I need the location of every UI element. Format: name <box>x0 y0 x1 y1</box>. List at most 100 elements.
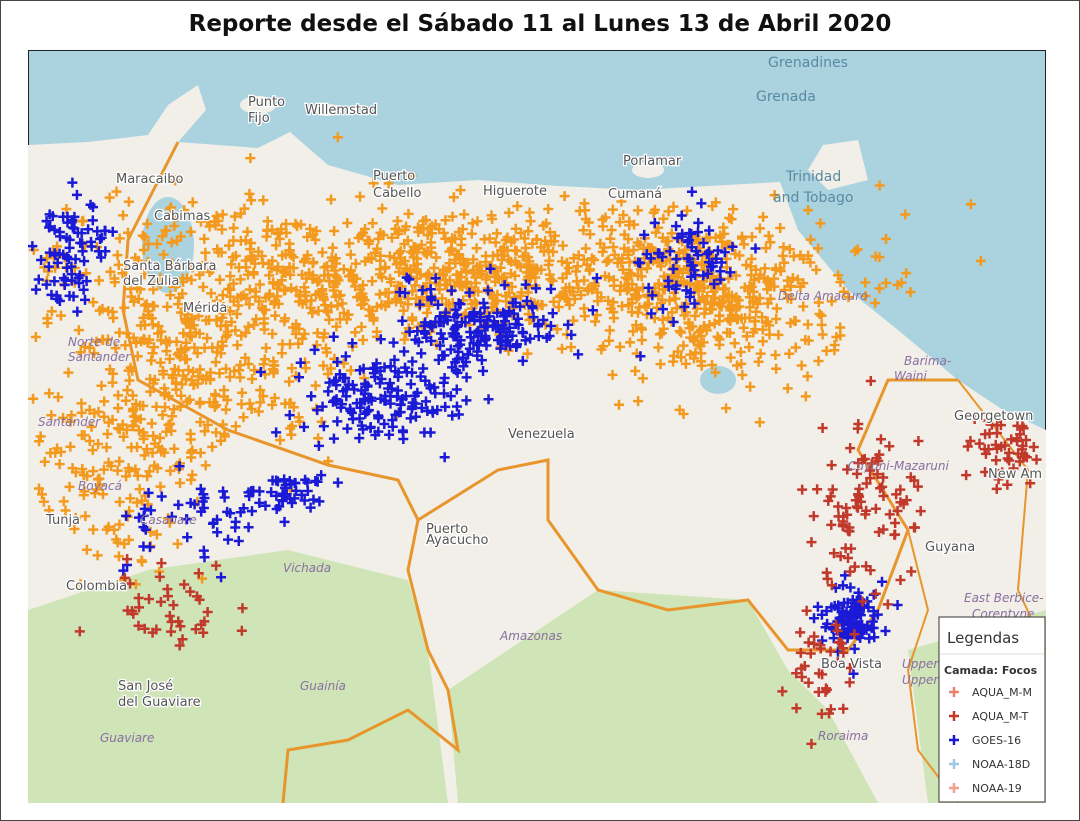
fire-marker <box>365 392 376 403</box>
fire-marker <box>233 535 244 546</box>
map-label: Santa Bárbara <box>123 259 216 274</box>
fire-marker <box>350 258 361 269</box>
fire-marker <box>164 278 175 289</box>
fire-marker <box>266 487 277 498</box>
fire-marker <box>961 470 972 481</box>
legend-title: Legendas <box>947 629 1019 647</box>
fire-marker <box>749 275 760 286</box>
fire-marker <box>82 471 93 482</box>
fire-marker <box>188 366 199 377</box>
fire-marker <box>670 293 681 304</box>
fire-marker <box>44 222 55 233</box>
fire-marker <box>468 338 479 349</box>
fire-marker <box>182 396 193 407</box>
fire-marker <box>608 313 619 324</box>
fire-marker <box>356 299 367 310</box>
map-label: San José <box>118 679 173 694</box>
fire-marker <box>523 226 534 237</box>
fire-marker <box>830 619 841 630</box>
fire-marker <box>244 284 255 295</box>
fire-marker <box>92 550 103 561</box>
fire-marker <box>576 289 587 300</box>
fire-marker <box>840 543 851 554</box>
fire-marker <box>318 332 329 343</box>
fire-marker <box>130 464 141 475</box>
fire-marker <box>419 326 430 337</box>
fire-marker <box>541 332 552 343</box>
fire-marker <box>696 258 707 269</box>
fire-marker <box>358 363 369 374</box>
fire-marker <box>245 244 256 255</box>
fire-marker <box>235 208 246 219</box>
fire-marker <box>316 470 327 481</box>
fire-marker <box>433 299 444 310</box>
fire-marker <box>1008 463 1019 474</box>
fire-marker <box>748 327 759 338</box>
fire-marker <box>31 284 42 295</box>
fire-marker <box>517 355 528 366</box>
fire-marker <box>196 506 207 517</box>
fire-marker <box>304 267 315 278</box>
fire-marker <box>76 228 87 239</box>
fire-marker <box>354 433 365 444</box>
fire-marker <box>750 264 761 275</box>
fire-marker <box>505 340 516 351</box>
fire-marker <box>450 357 461 368</box>
fire-marker <box>198 282 209 293</box>
fire-marker <box>835 551 846 562</box>
fire-marker <box>123 534 134 545</box>
fire-marker <box>388 337 399 348</box>
fire-marker <box>490 320 501 331</box>
fire-marker <box>164 611 175 622</box>
fire-marker <box>710 197 721 208</box>
fire-marker <box>736 358 747 369</box>
fire-marker <box>96 252 107 263</box>
fire-marker <box>615 341 626 352</box>
fire-marker <box>512 259 523 270</box>
fire-marker <box>501 296 512 307</box>
fire-marker <box>754 417 765 428</box>
fire-marker <box>615 280 626 291</box>
fire-marker <box>802 371 813 382</box>
fire-marker <box>392 216 403 227</box>
fire-marker <box>714 339 725 350</box>
fire-marker <box>366 253 377 264</box>
fire-marker <box>46 306 57 317</box>
fire-marker <box>340 372 351 383</box>
fire-marker <box>155 596 166 607</box>
fire-marker <box>358 227 369 238</box>
map-label: Cumaná <box>608 187 662 202</box>
fire-marker <box>81 276 92 287</box>
fire-marker <box>233 262 244 273</box>
fire-marker <box>166 626 177 637</box>
fire-marker <box>882 599 893 610</box>
fire-marker <box>384 251 395 262</box>
fire-marker <box>159 390 170 401</box>
fire-marker <box>28 241 38 252</box>
fire-marker <box>302 477 313 488</box>
map-label: Puerto <box>426 522 468 537</box>
fire-marker <box>870 503 881 514</box>
fire-marker <box>682 236 693 247</box>
map-label: Guainía <box>300 679 346 693</box>
fire-marker <box>286 283 297 294</box>
fire-marker <box>825 491 836 502</box>
fire-marker <box>114 496 125 507</box>
fire-marker <box>408 245 419 256</box>
fire-marker <box>665 246 676 257</box>
fire-marker <box>306 391 317 402</box>
fire-marker <box>87 445 98 456</box>
fire-marker <box>473 340 484 351</box>
fire-marker <box>595 238 606 249</box>
fire-marker <box>128 608 139 619</box>
fire-marker <box>107 368 118 379</box>
fire-marker <box>194 269 205 280</box>
fire-marker <box>201 371 212 382</box>
fire-marker <box>323 269 334 280</box>
fire-marker <box>211 427 222 438</box>
fire-marker <box>248 267 259 278</box>
fire-marker <box>746 231 757 242</box>
fire-marker <box>603 272 614 283</box>
fire-marker <box>166 511 177 522</box>
fire-marker <box>296 489 307 500</box>
